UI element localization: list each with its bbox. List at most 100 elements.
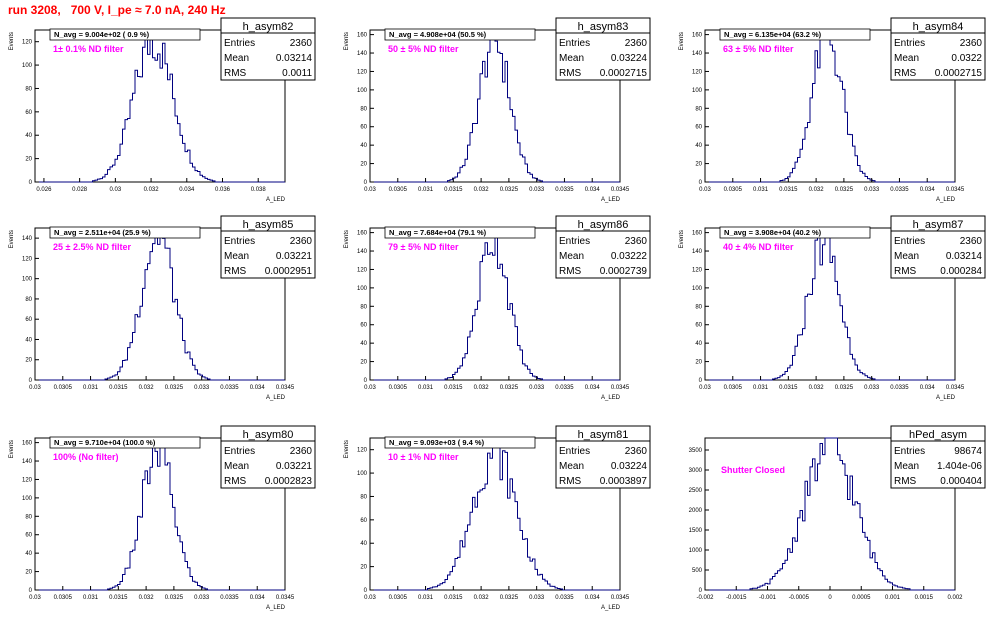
x-tick-label: 0.0325 — [500, 595, 519, 601]
x-tick-label: 0.032 — [139, 595, 155, 601]
x-tick-label: 0.0315 — [444, 595, 463, 601]
stats-value: 2360 — [960, 236, 983, 247]
y-tick-label: 20 — [25, 570, 32, 576]
y-axis-label: Events — [9, 440, 15, 458]
x-tick-label: 0.033 — [194, 595, 210, 601]
y-axis-label: Events — [344, 32, 350, 50]
caption-box — [49, 226, 201, 239]
y-tick-label: 500 — [692, 568, 703, 574]
stats-value: 0.000404 — [940, 476, 982, 487]
y-tick-label: 40 — [25, 551, 32, 557]
stats-value: 0.0003897 — [600, 476, 648, 487]
y-tick-label: 100 — [357, 88, 368, 94]
y-tick-label: 100 — [692, 88, 703, 94]
y-tick-label: 140 — [357, 249, 368, 255]
x-tick-label: 0.0335 — [220, 595, 239, 601]
y-tick-label: 140 — [22, 236, 33, 242]
y-tick-label: 0 — [29, 378, 33, 384]
stats-name: h_asym81 — [578, 429, 629, 441]
y-tick-label: 100 — [357, 471, 368, 477]
y-tick-label: 160 — [692, 33, 703, 39]
y-tick-label: 40 — [695, 341, 702, 347]
x-tick-label: 0.0315 — [109, 595, 128, 601]
stats-value: 0.0011 — [282, 68, 312, 79]
filter-annotation: 63 ± 5% ND filter — [723, 44, 794, 54]
x-tick-label: 0.032 — [809, 187, 825, 193]
stats-value: 0.0002823 — [265, 476, 313, 487]
stats-value: 2360 — [625, 236, 648, 247]
panel-h_asym81: 0.03 0.0305 0.031 0.0315 0.032 0.0325 0.033 0.0… — [344, 425, 651, 611]
histogram-line — [35, 437, 285, 591]
x-tick-label: 0.0345 — [611, 595, 630, 601]
x-tick-label: 0.002 — [947, 595, 963, 601]
x-axis-label: A_LED — [266, 605, 286, 611]
y-tick-label: 160 — [692, 231, 703, 237]
x-tick-label: 0.028 — [72, 187, 88, 193]
stats-name: h_asym84 — [913, 21, 964, 33]
y-tick-label: 120 — [22, 40, 33, 46]
caption-box — [384, 436, 536, 449]
panel-h_asym80: 0.03 0.0305 0.031 0.0315 0.032 0.0325 0.033 0.0… — [9, 425, 316, 611]
y-tick-label: 3500 — [689, 448, 703, 454]
x-tick-label: 0.0015 — [915, 595, 934, 601]
y-tick-label: 40 — [695, 143, 702, 149]
y-tick-label: 80 — [25, 514, 32, 520]
stats-label: Mean — [894, 251, 919, 262]
y-tick-label: 0 — [364, 588, 368, 594]
x-tick-label: 0.036 — [215, 187, 231, 193]
histogram-line — [705, 437, 955, 591]
y-tick-label: 120 — [22, 256, 33, 262]
stats-label: Entries — [559, 38, 590, 49]
stats-value: 0.03222 — [611, 251, 648, 262]
x-tick-label: 0.0335 — [890, 187, 909, 193]
y-tick-label: 0 — [364, 378, 368, 384]
histogram-line — [370, 29, 620, 183]
stats-name: h_asym82 — [243, 21, 294, 33]
x-axis-label: A_LED — [266, 395, 286, 401]
stats-box — [555, 425, 651, 489]
x-tick-label: 0.0325 — [165, 385, 184, 391]
stats-box — [890, 425, 986, 489]
stats-label: Entries — [559, 236, 590, 247]
stats-value: 0.0002715 — [935, 68, 983, 79]
y-tick-label: 60 — [695, 323, 702, 329]
stats-value: 1.404e-06 — [937, 461, 982, 472]
panel-h_asym84: 0.03 0.0305 0.031 0.0315 0.032 0.0325 0.033 0.0… — [679, 17, 986, 203]
histogram-line — [35, 228, 285, 381]
x-tick-label: 0.034 — [585, 595, 601, 601]
x-tick-label: 0.0345 — [276, 385, 295, 391]
x-tick-label: 0.032 — [474, 385, 490, 391]
x-axis-label: A_LED — [266, 197, 286, 203]
filter-annotation: 10 ± 1% ND filter — [388, 452, 459, 462]
x-axis-label: A_LED — [601, 605, 621, 611]
x-tick-label: 0.031 — [418, 187, 434, 193]
x-tick-label: 0.032 — [144, 187, 160, 193]
x-tick-label: -0.002 — [696, 595, 714, 601]
x-tick-label: -0.0005 — [789, 595, 810, 601]
y-tick-label: 140 — [22, 459, 33, 465]
x-tick-label: 0.0345 — [946, 385, 965, 391]
stats-label: Entries — [224, 236, 255, 247]
stats-label: RMS — [894, 266, 917, 277]
x-tick-label: 0.0305 — [54, 385, 73, 391]
y-tick-label: 100 — [692, 286, 703, 292]
filter-annotation: 1± 0.1% ND filter — [53, 44, 124, 54]
stats-label: RMS — [894, 68, 917, 79]
stats-label: Mean — [894, 53, 919, 64]
stats-label: RMS — [224, 68, 247, 79]
panel-h_asym85: 0.03 0.0305 0.031 0.0315 0.032 0.0325 0.033 0.0… — [9, 215, 316, 401]
x-tick-label: 0.031 — [83, 385, 99, 391]
caption-text: N_avg = 2.511e+04 (25.9 %) — [54, 228, 151, 237]
filter-annotation: 79 ± 5% ND filter — [388, 242, 459, 252]
y-tick-label: 160 — [357, 231, 368, 237]
y-tick-label: 20 — [360, 360, 367, 366]
y-tick-label: 60 — [360, 518, 367, 524]
stats-value: 0.03221 — [276, 461, 313, 472]
stats-name: h_asym80 — [243, 429, 294, 441]
stats-name: h_asym85 — [243, 219, 294, 231]
stats-box — [555, 215, 651, 279]
x-tick-label: 0.034 — [585, 187, 601, 193]
caption-box — [384, 28, 536, 41]
stats-label: Mean — [224, 461, 249, 472]
y-tick-label: 120 — [357, 267, 368, 273]
